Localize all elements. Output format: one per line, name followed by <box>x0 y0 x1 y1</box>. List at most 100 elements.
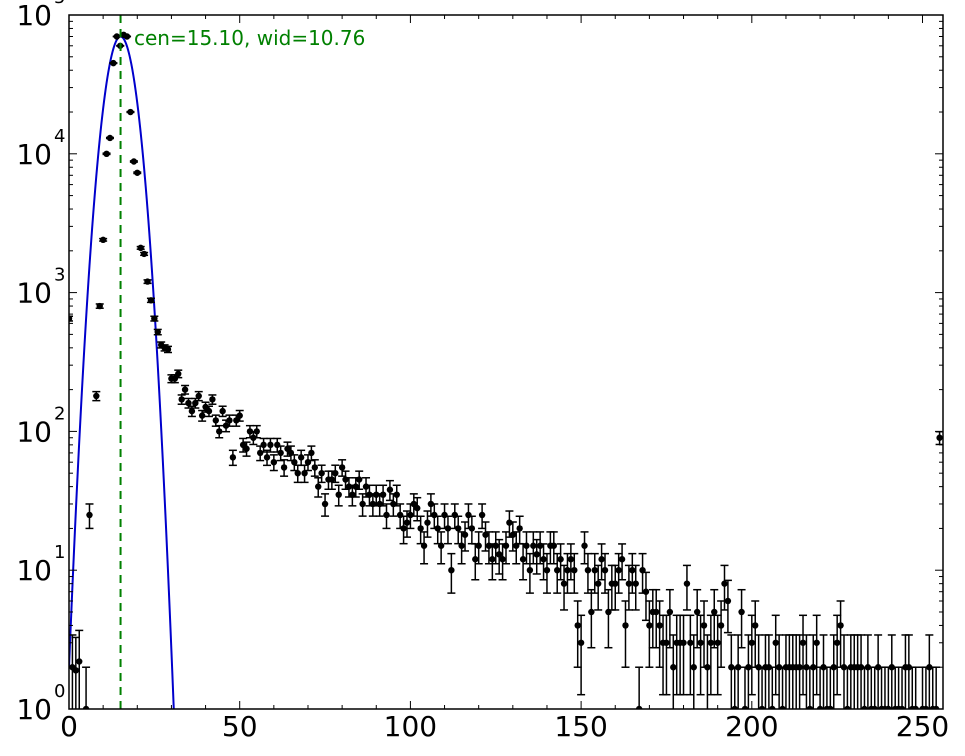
data-point <box>437 531 446 565</box>
data-marker <box>188 407 196 415</box>
data-point <box>911 666 920 709</box>
data-marker <box>178 396 185 403</box>
data-marker <box>932 705 940 709</box>
data-point <box>467 515 476 545</box>
data-marker <box>226 417 233 424</box>
x-tick-label: 200 <box>725 710 778 743</box>
data-marker <box>560 580 568 587</box>
data-marker <box>321 500 329 508</box>
data-marker <box>772 639 779 646</box>
data-marker <box>622 622 629 629</box>
data-point <box>641 571 650 622</box>
data-marker <box>523 542 530 549</box>
data-marker <box>352 483 359 490</box>
data-marker <box>127 108 134 116</box>
plot-frame <box>68 14 944 710</box>
data-marker <box>799 639 807 646</box>
data-point <box>474 531 483 565</box>
data-marker <box>270 458 278 466</box>
data-marker <box>424 519 431 526</box>
data-point <box>488 543 497 581</box>
data-point <box>95 302 104 310</box>
data-marker <box>871 705 878 709</box>
data-point <box>334 484 343 507</box>
data-marker <box>444 525 452 532</box>
data-point <box>92 390 101 402</box>
data-point <box>495 538 504 575</box>
data-marker <box>540 556 547 563</box>
x-tick-label: 100 <box>384 710 437 743</box>
data-point <box>266 437 275 453</box>
data-point <box>836 600 845 668</box>
data-marker <box>229 454 237 461</box>
data-marker <box>106 134 114 142</box>
data-marker <box>495 551 503 558</box>
data-marker <box>437 542 445 549</box>
data-marker <box>291 458 298 466</box>
data-point <box>402 510 411 538</box>
data-marker <box>717 622 725 629</box>
data-marker <box>687 639 694 646</box>
data-point <box>809 634 818 709</box>
data-point <box>624 564 633 611</box>
data-point <box>682 564 691 611</box>
data-marker <box>670 664 677 671</box>
data-marker <box>779 705 786 709</box>
data-marker <box>810 664 817 671</box>
data-marker <box>345 483 353 490</box>
data-marker <box>550 542 557 549</box>
data-point <box>720 564 729 611</box>
data-point <box>570 552 579 594</box>
data-point <box>604 588 613 649</box>
data-marker <box>195 392 202 400</box>
data-marker <box>912 705 919 709</box>
data-marker <box>99 236 107 244</box>
data-marker <box>734 664 742 671</box>
y-tick-label-exponent: 5 <box>54 0 65 8</box>
data-point <box>505 510 514 538</box>
data-series-layer <box>69 31 943 709</box>
data-point <box>392 484 401 507</box>
data-point <box>153 328 162 336</box>
data-point <box>136 244 145 252</box>
data-marker <box>315 483 322 490</box>
data-marker <box>277 449 284 457</box>
data-point <box>218 405 227 418</box>
data-point <box>737 588 746 649</box>
data-marker <box>403 519 411 526</box>
data-marker <box>338 464 346 471</box>
data-marker <box>140 250 148 258</box>
y-tick-label-exponent: 4 <box>54 126 65 147</box>
data-marker <box>700 622 708 629</box>
data-point <box>375 493 384 517</box>
data-marker <box>615 567 622 574</box>
data-point <box>833 614 842 696</box>
data-point <box>235 409 244 422</box>
data-point <box>82 666 91 709</box>
data-point <box>744 634 753 709</box>
data-point <box>577 614 586 696</box>
data-marker <box>704 664 711 671</box>
data-point <box>181 384 190 395</box>
data-point <box>225 414 234 427</box>
data-marker <box>461 531 469 538</box>
data-marker <box>601 567 609 574</box>
data-marker <box>475 542 482 549</box>
data-marker <box>656 622 663 629</box>
data-marker <box>557 556 564 563</box>
data-point <box>706 614 715 696</box>
data-marker <box>714 639 721 646</box>
data-point <box>208 394 217 405</box>
data-point <box>587 588 596 649</box>
data-point <box>621 600 630 668</box>
data-point <box>123 33 132 40</box>
data-point <box>522 531 531 565</box>
data-marker <box>110 59 117 67</box>
x-tick-label: 0 <box>60 710 78 743</box>
data-marker <box>591 567 598 574</box>
y-tick-label-base: 10 <box>16 277 52 310</box>
data-marker <box>574 622 581 629</box>
data-marker <box>526 567 534 574</box>
data-point <box>164 345 173 354</box>
data-marker <box>151 315 158 322</box>
